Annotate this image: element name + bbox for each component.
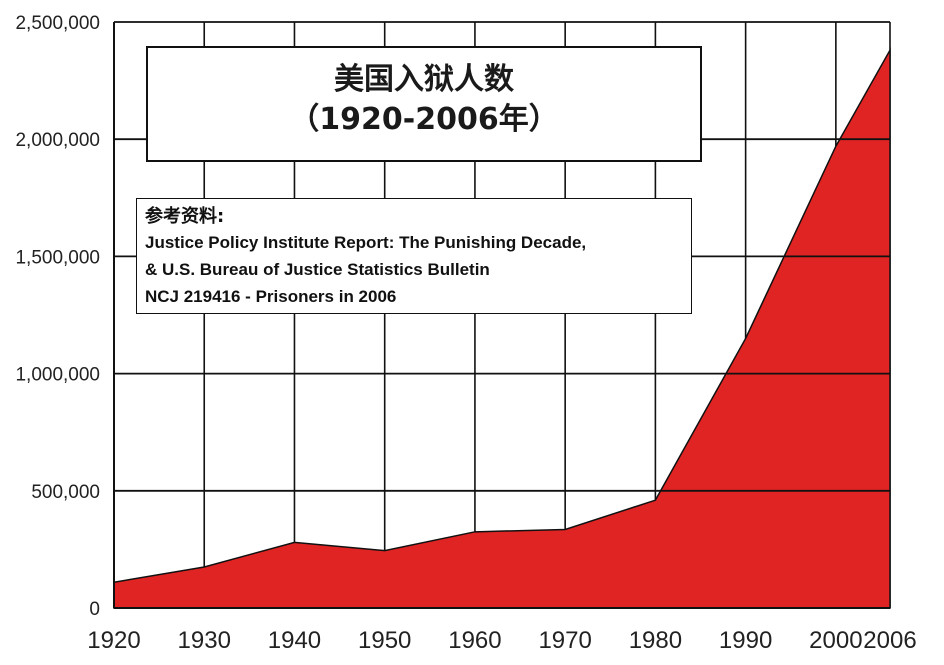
y-tick-label-1500000: 1,500,000 [15,247,100,268]
chart-title: 美国入狱人数 [334,62,514,97]
x-axis-tick-labels: 1920 1930 1940 1950 1960 1970 1980 1990 2000 2006 [87,627,916,654]
source-heading: 参考资料: [145,206,225,227]
x-tick-label-2006: 2006 [863,627,916,654]
y-tick-label-1000000: 1,000,000 [15,365,100,386]
x-tick-label-1960: 1960 [448,627,501,654]
y-tick-label-2500000: 2,500,000 [15,13,100,34]
x-tick-label-1980: 1980 [629,627,682,654]
chart-subtitle: （1920-2006年） [289,102,559,137]
x-tick-label-1920: 1920 [87,627,140,654]
source-line-3: NCJ 219416 - Prisoners in 2006 [145,287,397,306]
x-tick-label-1940: 1940 [268,627,321,654]
axes [113,22,890,609]
y-tick-label-500000: 500,000 [31,482,100,503]
source-note-box: 参考资料: Justice Policy Institute Report: T… [136,198,692,314]
y-axis-tick-labels: 0 500,000 1,000,000 1,500,000 2,000,000 2,500… [15,13,100,620]
y-tick-label-0: 0 [89,599,100,620]
source-line-1: Justice Policy Institute Report: The Pun… [145,233,587,252]
x-tick-label-1990: 1990 [719,627,772,654]
x-tick-label-1950: 1950 [358,627,411,654]
prison-population-area [113,47,891,609]
source-line-2: & U.S. Bureau of Justice Statistics Bull… [145,260,490,279]
x-tick-label-1970: 1970 [538,627,591,654]
chart-title-box: 美国入狱人数 （1920-2006年） [146,46,702,162]
y-tick-label-2000000: 2,000,000 [15,130,100,151]
x-tick-label-1930: 1930 [178,627,231,654]
x-tick-label-2000: 2000 [809,627,862,654]
